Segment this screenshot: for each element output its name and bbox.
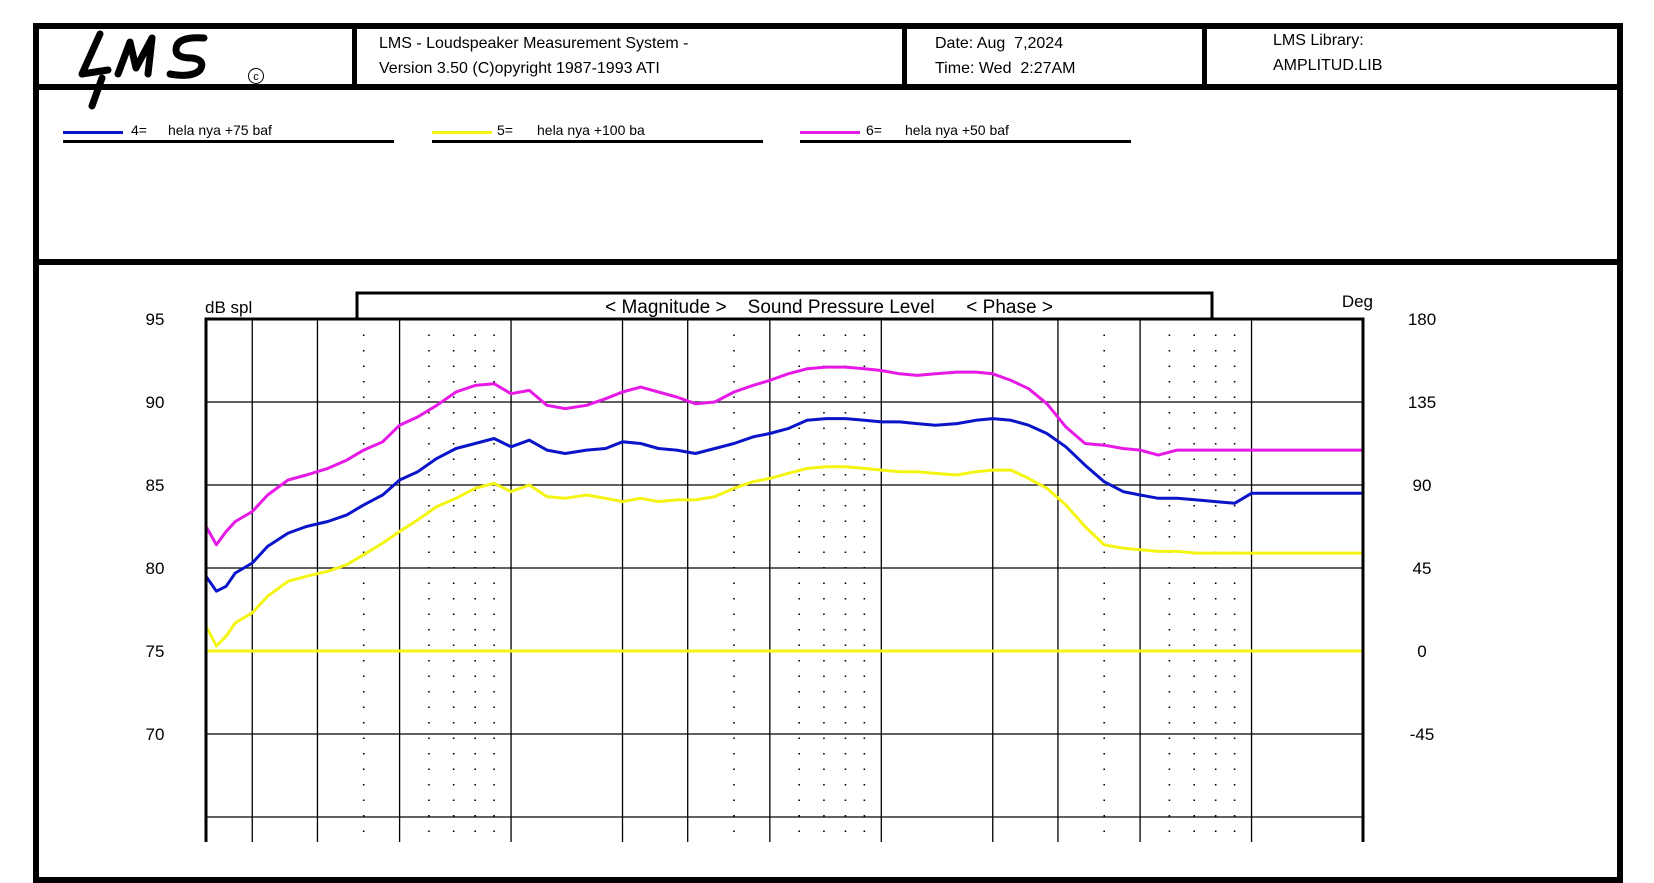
spl-chart: < Magnitude > Sound Pressure Level < Pha…	[146, 291, 1437, 842]
legend-name: hela nya +75 baf	[168, 122, 272, 138]
y-tick-right: -45	[1410, 725, 1435, 744]
legend-underline	[800, 140, 1131, 143]
y-axis-label-right: Deg	[1342, 292, 1373, 311]
y-tick-right: 180	[1408, 310, 1436, 329]
legend-number: 5=	[497, 122, 513, 138]
y-tick-left: 75	[146, 642, 165, 661]
legend-name: hela nya +50 baf	[905, 122, 1009, 138]
series-line-2	[204, 365, 1365, 547]
chart-title: < Magnitude > Sound Pressure Level < Pha…	[605, 297, 1053, 318]
legend-underline	[63, 140, 394, 143]
y-tick-right: 90	[1413, 476, 1432, 495]
y-axis-label-left: dB spl	[205, 298, 252, 317]
chart-grid	[206, 318, 1364, 842]
date-text: Date: Aug 7,2024	[935, 35, 1064, 52]
library-name: AMPLITUD.LIB	[1273, 57, 1383, 74]
lms-logo	[78, 30, 208, 110]
y-tick-left: 70	[146, 725, 165, 744]
chart-series	[204, 365, 1365, 653]
legend-swatch	[432, 131, 492, 134]
y-tick-left: 85	[146, 476, 165, 495]
chart-tick-labels: 95 90 85 80 75 70 180 135 90 45 0 -45	[146, 310, 1437, 744]
header-divider-3	[1202, 23, 1207, 87]
legend-number: 4=	[131, 122, 147, 138]
legend-swatch	[63, 131, 123, 134]
y-tick-right: 0	[1417, 642, 1426, 661]
series-line-1	[204, 465, 1365, 648]
legend-item-6: 6= hela nya +50 baf	[800, 122, 1152, 144]
library-label: LMS Library:	[1273, 32, 1364, 49]
system-title-line2: Version 3.50 (C)opyright 1987-1993 ATI	[379, 60, 660, 77]
y-tick-left: 80	[146, 559, 165, 578]
series-line-0	[204, 417, 1365, 593]
legend-item-4: 4= hela nya +75 baf	[63, 122, 415, 144]
header-divider-2	[902, 23, 907, 87]
legend-swatch	[800, 131, 860, 134]
plot-border	[204, 317, 1365, 842]
legend-underline	[432, 140, 763, 143]
header-divider-1	[352, 23, 357, 87]
legend-number: 6=	[866, 122, 882, 138]
header-bottom-rule	[33, 84, 1623, 90]
system-title-line1: LMS - Loudspeaker Measurement System -	[379, 35, 689, 52]
chart-title-box	[355, 291, 1214, 321]
legend-bottom-rule	[33, 259, 1623, 265]
y-tick-right: 135	[1408, 393, 1436, 412]
y-tick-left: 90	[146, 393, 165, 412]
copyright-mark: c	[248, 68, 264, 84]
legend-item-5: 5= hela nya +100 ba	[432, 122, 784, 144]
y-tick-right: 45	[1413, 559, 1432, 578]
time-text: Time: Wed 2:27AM	[935, 60, 1076, 77]
y-tick-left: 95	[146, 310, 165, 329]
legend-name: hela nya +100 ba	[537, 122, 645, 138]
